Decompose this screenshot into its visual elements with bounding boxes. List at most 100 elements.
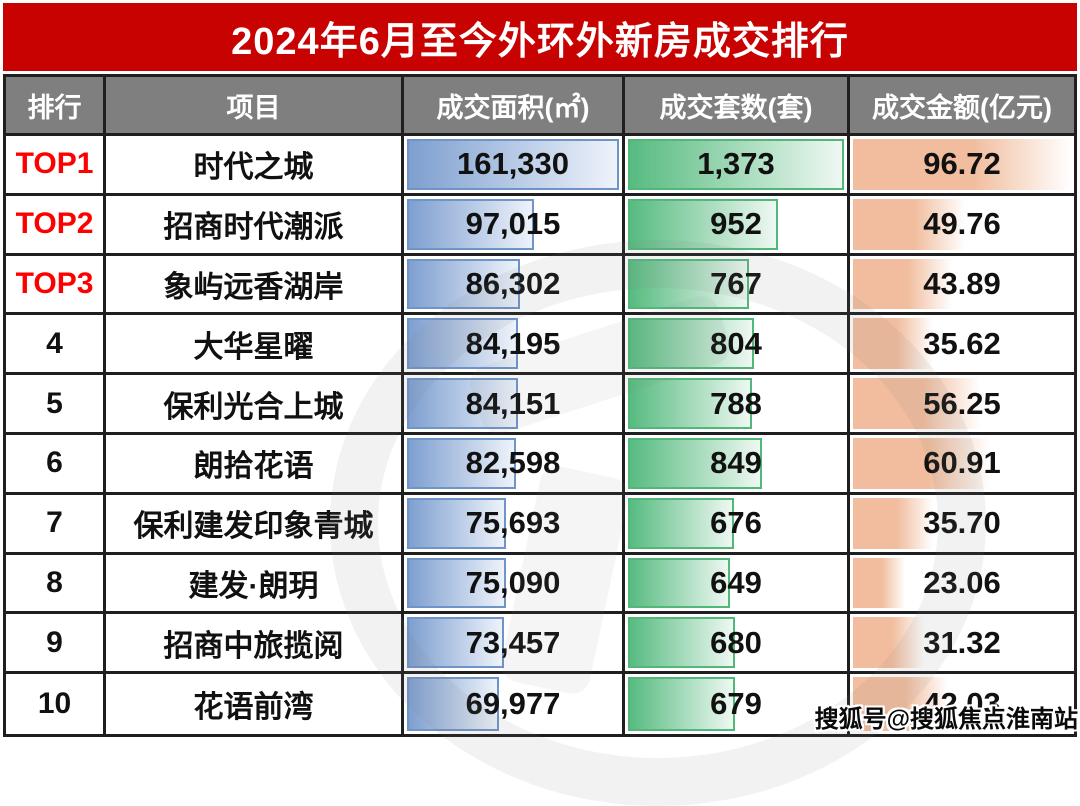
amount-cell: 96.72 [850, 136, 1074, 196]
header-area: 成交面积(㎡) [404, 77, 625, 136]
area-value: 97,015 [465, 206, 561, 242]
units-bar [628, 497, 735, 549]
amount-value: 35.70 [923, 505, 1001, 541]
amount-bar [853, 378, 980, 429]
table-row: 8 建发·朗玥 75,090 649 23.06 [6, 554, 1074, 615]
header-project: 项目 [106, 77, 404, 136]
header-rank: 排行 [6, 77, 106, 136]
area-cell: 84,195 [404, 315, 625, 376]
units-cell: 788 [625, 375, 850, 435]
area-bar [407, 677, 499, 731]
area-value: 84,195 [465, 325, 561, 361]
rank-cell: TOP1 [6, 136, 106, 196]
rank-cell: 9 [6, 614, 106, 675]
area-value: 82,598 [465, 445, 561, 481]
area-value: 69,977 [465, 686, 561, 722]
rank-cell: 10 [6, 674, 106, 734]
page-title: 2024年6月至今外环外新房成交排行 [3, 3, 1077, 71]
units-cell: 649 [625, 554, 850, 615]
table-row: TOP3 象屿远香湖岸 86,302 767 43.89 [6, 255, 1074, 316]
area-cell: 73,457 [404, 614, 625, 675]
table-row: 7 保利建发印象青城 75,693 676 35.70 [6, 494, 1074, 555]
units-bar [628, 198, 778, 250]
amount-cell: 60.91 [850, 435, 1074, 495]
amount-value: 49.76 [923, 206, 1001, 242]
amount-bar [853, 139, 1071, 190]
units-value: 849 [710, 445, 762, 481]
area-cell: 75,693 [404, 494, 625, 555]
units-cell: 679 [625, 674, 850, 734]
table-row: 6 朗拾花语 82,598 849 60.91 [6, 434, 1074, 495]
table-row: TOP2 招商时代潮派 97,015 952 49.76 [6, 195, 1074, 256]
amount-cell: 31.32 [850, 614, 1074, 675]
rank-cell: 7 [6, 494, 106, 555]
area-cell: 86,302 [404, 255, 625, 316]
table-row: 5 保利光合上城 84,151 788 56.25 [6, 375, 1074, 435]
project-cell: 建发·朗玥 [106, 554, 404, 615]
units-value: 676 [710, 505, 762, 541]
amount-bar [853, 258, 952, 310]
units-cell: 849 [625, 434, 850, 495]
area-value: 75,090 [465, 564, 561, 600]
units-value: 804 [710, 325, 762, 361]
ranking-infographic: 2024年6月至今外环外新房成交排行 排行 项目 成交面积(㎡) 成交套数(套)… [3, 3, 1078, 806]
area-cell: 84,151 [404, 375, 625, 435]
units-value: 679 [710, 686, 762, 722]
units-bar [628, 318, 755, 370]
units-cell: 676 [625, 494, 850, 555]
amount-bar [853, 318, 934, 370]
area-bar [407, 437, 516, 489]
units-bar [628, 378, 752, 429]
table-row: 4 大华星曜 84,195 804 35.62 [6, 315, 1074, 376]
area-cell: 69,977 [404, 674, 625, 734]
amount-cell: 49.76 [850, 196, 1074, 256]
units-value: 952 [710, 206, 762, 242]
amount-cell: 35.70 [850, 495, 1074, 555]
amount-bar [853, 677, 948, 731]
header-units: 成交套数(套) [625, 77, 850, 136]
area-cell: 75,090 [404, 554, 625, 615]
amount-cell: 35.62 [850, 315, 1074, 376]
project-cell: 保利光合上城 [106, 375, 404, 435]
header-amount: 成交金额(亿元) [850, 77, 1074, 136]
rank-cell: 5 [6, 375, 106, 435]
units-value: 767 [710, 265, 762, 301]
units-value: 680 [710, 624, 762, 660]
area-bar [407, 497, 507, 549]
amount-value: 35.62 [923, 325, 1001, 361]
area-bar [407, 258, 521, 310]
rank-cell: 4 [6, 315, 106, 376]
area-value: 84,151 [465, 385, 561, 421]
project-cell: 象屿远香湖岸 [106, 255, 404, 316]
project-cell: 朗拾花语 [106, 434, 404, 495]
area-value: 86,302 [465, 265, 561, 301]
units-bar [628, 677, 735, 731]
project-cell: 招商中旅揽阅 [106, 614, 404, 675]
rank-cell: TOP3 [6, 255, 106, 316]
area-bar [407, 139, 619, 190]
table-row: 9 招商中旅揽阅 73,457 680 31.32 [6, 614, 1074, 675]
units-cell: 680 [625, 614, 850, 675]
area-value: 75,693 [465, 505, 561, 541]
units-bar [628, 258, 749, 310]
units-bar [628, 437, 762, 489]
area-bar [407, 198, 535, 250]
amount-bar [853, 497, 934, 549]
area-bar [407, 318, 518, 370]
amount-value: 23.06 [923, 564, 1001, 600]
amount-bar [853, 557, 905, 609]
area-bar [407, 617, 504, 669]
area-cell: 97,015 [404, 195, 625, 256]
table-header-row: 排行 项目 成交面积(㎡) 成交套数(套) 成交金额(亿元) [6, 77, 1074, 136]
amount-cell: 56.25 [850, 375, 1074, 435]
project-cell: 时代之城 [106, 136, 404, 196]
amount-bar [853, 198, 966, 250]
rank-cell: 8 [6, 554, 106, 615]
units-value: 788 [710, 385, 762, 421]
amount-cell: 43.89 [850, 256, 1074, 316]
area-cell: 82,598 [404, 434, 625, 495]
project-cell: 花语前湾 [106, 674, 404, 734]
amount-value: 31.32 [923, 624, 1001, 660]
amount-value: 43.89 [923, 265, 1001, 301]
units-value: 649 [710, 564, 762, 600]
